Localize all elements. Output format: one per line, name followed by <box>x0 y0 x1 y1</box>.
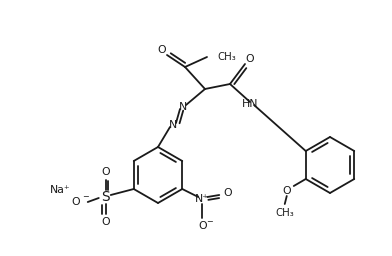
Text: O: O <box>102 217 110 227</box>
Text: CH₃: CH₃ <box>275 208 294 218</box>
Text: S: S <box>102 190 110 204</box>
Text: N⁺: N⁺ <box>195 194 209 204</box>
Text: CH₃: CH₃ <box>217 52 236 62</box>
Text: O: O <box>283 186 291 196</box>
Text: HN: HN <box>242 99 258 109</box>
Text: O: O <box>198 221 207 231</box>
Text: O: O <box>246 54 254 64</box>
Text: −: − <box>82 193 89 201</box>
Text: N: N <box>179 102 187 112</box>
Text: O: O <box>223 188 232 198</box>
Text: Na⁺: Na⁺ <box>49 185 70 195</box>
Text: O: O <box>158 45 166 55</box>
Text: O: O <box>71 197 80 207</box>
Text: O: O <box>102 167 110 177</box>
Text: N: N <box>169 120 177 130</box>
Text: −: − <box>206 218 212 227</box>
